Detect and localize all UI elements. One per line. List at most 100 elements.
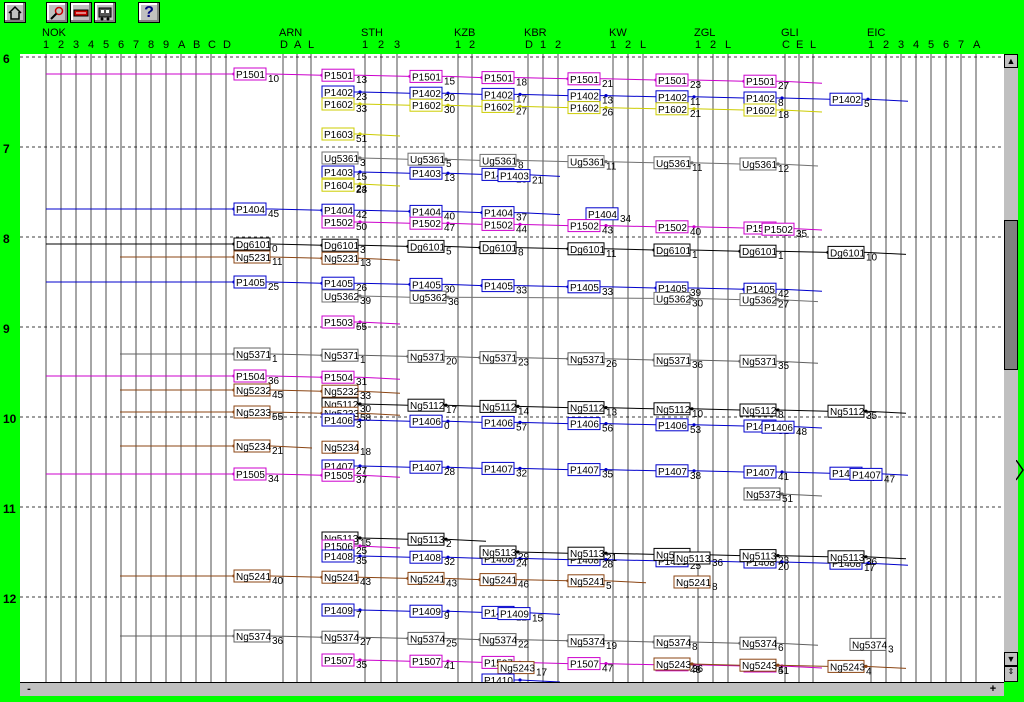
scroll-corner[interactable]: ⇕ — [1004, 666, 1018, 682]
search-button[interactable] — [46, 2, 68, 23]
train-label-box[interactable] — [739, 636, 777, 650]
train-label-box[interactable] — [653, 402, 691, 416]
train-label-box[interactable] — [321, 440, 359, 454]
scroll-down-arrow[interactable]: ▼ — [1004, 652, 1018, 666]
train-label-box[interactable] — [761, 420, 795, 434]
horizontal-scrollbar[interactable]: - + — [20, 682, 1004, 696]
train-label-box[interactable] — [743, 74, 777, 88]
train-label-box[interactable] — [409, 216, 443, 230]
train-ng5113b[interactable]: Ng511329Ng511321Ng511326Ng511323Ng511336… — [479, 545, 907, 569]
train-label-box[interactable] — [321, 215, 355, 229]
train-label-box[interactable] — [829, 92, 863, 106]
train-label-box[interactable] — [479, 573, 517, 587]
train-label-box[interactable] — [567, 574, 605, 588]
train-label-box[interactable] — [739, 549, 777, 563]
train-label-box[interactable] — [233, 250, 271, 264]
train-label-box[interactable] — [673, 575, 711, 589]
train-ug5361[interactable]: Ug5361 3 Ug5361 5 Ug5361 8 Ug5361 11 Ug5361 11 Ug5… — [321, 151, 819, 175]
train-label-box[interactable] — [321, 315, 355, 329]
train-label-box[interactable] — [407, 349, 445, 363]
train-label-box[interactable] — [321, 68, 355, 82]
train-label-box[interactable] — [233, 439, 271, 453]
train-p1407[interactable]: P1407 27 P1407 28 P1407 32 P1407 35 P1407 38 P1407… — [321, 459, 909, 485]
train-label-box[interactable] — [739, 403, 777, 417]
train-label-box[interactable] — [739, 157, 777, 171]
train-p1603[interactable]: P1603 51 — [321, 127, 401, 145]
train-ng5371[interactable]: Ng5371 1 Ng5371 1 Ng5371 20 Ng5371 23 Ng5371 26 Ng… — [120, 347, 819, 372]
train-p1604[interactable]: P160424P160423 — [321, 177, 401, 196]
train-label-box[interactable] — [481, 673, 515, 682]
train-p1504[interactable]: P1504 36 P1504 31 — [46, 369, 401, 388]
train-label-box[interactable] — [655, 73, 689, 87]
train-label-box[interactable] — [653, 243, 691, 257]
train-ng5374[interactable]: Ng5374 36 Ng5374 27 Ng5374 25 Ng5374 22 Ng5374 19… — [120, 629, 894, 655]
train-ng5241[interactable]: Ng5241 40 Ng5241 43 Ng5241 43 Ng5241 46 Ng5241 5 N… — [120, 569, 718, 593]
train-label-box[interactable] — [653, 657, 691, 671]
train-label-box[interactable] — [567, 101, 601, 115]
train-label-box[interactable] — [233, 569, 271, 583]
train-label-box[interactable] — [481, 415, 515, 429]
train-label-box[interactable] — [479, 241, 517, 255]
train-label-box[interactable] — [321, 276, 355, 290]
train-label-box[interactable] — [321, 384, 359, 398]
train-label-box[interactable] — [321, 151, 359, 165]
train-label-box[interactable] — [233, 467, 267, 481]
train-label-box[interactable] — [761, 222, 795, 236]
train-label-box[interactable] — [653, 156, 691, 170]
train-label-box[interactable] — [409, 414, 443, 428]
train-label-box[interactable] — [407, 398, 445, 412]
train-label-box[interactable] — [567, 155, 605, 169]
train-label-box[interactable] — [409, 604, 443, 618]
train-label-box[interactable] — [567, 72, 601, 86]
train-p1505[interactable]: P1505 34 P1505 37 — [46, 467, 401, 486]
train-label-box[interactable] — [479, 545, 517, 559]
train-label-box[interactable] — [497, 661, 535, 675]
train-label-box[interactable] — [233, 383, 271, 397]
train-label-box[interactable] — [479, 633, 517, 647]
train-label-box[interactable] — [407, 631, 445, 645]
train-label-box[interactable] — [567, 546, 605, 560]
train-label-box[interactable] — [743, 103, 777, 117]
train-label-box[interactable] — [479, 351, 517, 365]
train-label-box[interactable] — [567, 352, 605, 366]
train-label-box[interactable] — [827, 245, 865, 259]
train-p1402[interactable]: P1402 23 P1402 20 P1402 17 P1402 13 P1402 11 P1402… — [321, 85, 909, 110]
train-ug5362[interactable]: Ug5362 39 Ug5362 36 Ug5362 30 Ug5362 27 — [321, 289, 819, 311]
train-label-box[interactable] — [409, 98, 443, 112]
train-label-box[interactable] — [653, 353, 691, 367]
train-label-box[interactable] — [321, 289, 359, 303]
train-label-box[interactable] — [739, 244, 777, 258]
train-label-box[interactable] — [321, 348, 359, 362]
train-label-box[interactable] — [233, 347, 271, 361]
train-p1409[interactable]: P14097P14099P140912P140915 — [321, 603, 561, 625]
train-label-box[interactable] — [407, 152, 445, 166]
train-label-box[interactable] — [481, 217, 515, 231]
train-label-box[interactable] — [653, 291, 691, 305]
train-label-box[interactable] — [479, 153, 517, 167]
train-label-box[interactable] — [849, 637, 887, 651]
train-label-box[interactable] — [321, 238, 359, 252]
train-label-box[interactable] — [321, 468, 355, 482]
train-label-box[interactable] — [739, 354, 777, 368]
scroll-up-arrow[interactable]: ▲ — [1004, 54, 1018, 68]
train-label-box[interactable] — [233, 237, 271, 251]
train-label-box[interactable] — [567, 657, 601, 671]
train-label-box[interactable] — [653, 635, 691, 649]
scroll-left-button[interactable]: - — [22, 683, 36, 696]
train-label-box[interactable] — [567, 417, 601, 431]
train-label-box[interactable] — [409, 166, 443, 180]
timetable-graph[interactable]: P1501 10 P1501 13 P1501 15 P1501 18 P1501 21 P1501… — [20, 54, 1004, 682]
scroll-right-button[interactable]: + — [986, 683, 1000, 696]
train-dg6101[interactable]: Dg6101 0 Dg6101 3 Dg6101 5 Dg6101 8 Dg6101 11 Dg61… — [46, 237, 907, 263]
train-label-box[interactable] — [567, 634, 605, 648]
train-label-box[interactable] — [321, 251, 359, 265]
train-label-box[interactable] — [321, 549, 355, 563]
train-label-box[interactable] — [567, 463, 601, 477]
home-button[interactable] — [4, 2, 26, 23]
train-label-box[interactable] — [321, 653, 355, 667]
train-label-box[interactable] — [233, 202, 267, 216]
train-label-box[interactable] — [827, 659, 865, 673]
print-button[interactable] — [94, 2, 116, 23]
train-label-box[interactable] — [321, 413, 355, 427]
